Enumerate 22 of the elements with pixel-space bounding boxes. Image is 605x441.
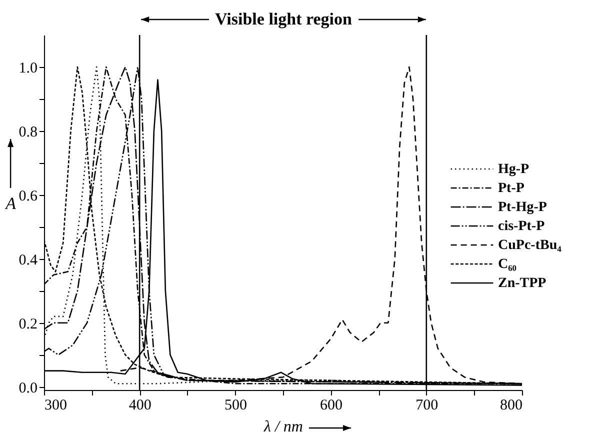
x-tick-label: 800 bbox=[500, 398, 522, 414]
y-axis-title: A bbox=[4, 194, 17, 213]
x-tick-label: 300 bbox=[44, 398, 67, 414]
legend-label: CuPc-tBu₄ bbox=[498, 238, 562, 253]
x-axis-title: λ / nm bbox=[263, 418, 303, 436]
legend-label: Zn-TPP bbox=[498, 276, 547, 291]
y-tick-label: 1.0 bbox=[18, 60, 38, 76]
x-tick-label: 600 bbox=[320, 398, 343, 414]
y-tick-label: 0.2 bbox=[18, 316, 38, 332]
x-tick-label: 700 bbox=[416, 398, 438, 414]
legend-label: C₆₀ bbox=[498, 257, 517, 272]
legend-label: cis-Pt-P bbox=[498, 219, 546, 234]
legend-label: Pt-Hg-P bbox=[498, 200, 548, 215]
legend-label: Hg-P bbox=[498, 162, 530, 177]
y-tick-label: 0.0 bbox=[18, 380, 38, 396]
x-tick-label: 500 bbox=[224, 398, 247, 414]
y-tick-label: 0.8 bbox=[18, 124, 38, 140]
legend-label: Pt-P bbox=[498, 181, 525, 196]
text: Visible light region bbox=[215, 10, 353, 28]
y-tick-label: 0.6 bbox=[18, 188, 38, 204]
y-tick-label: 0.4 bbox=[18, 252, 38, 268]
x-tick-label: 400 bbox=[128, 398, 152, 414]
